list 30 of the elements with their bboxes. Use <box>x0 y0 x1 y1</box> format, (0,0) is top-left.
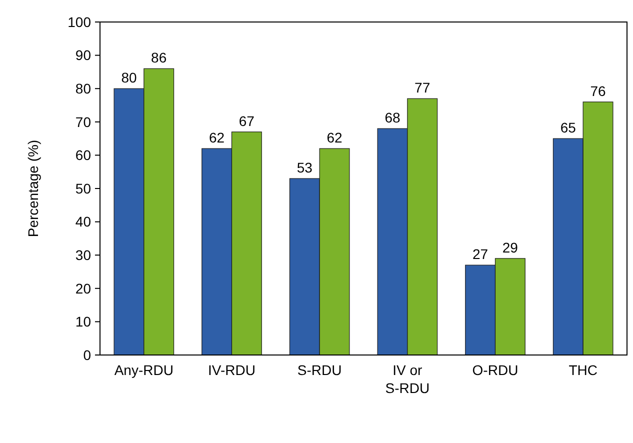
y-tick-label: 10 <box>75 314 92 330</box>
data-label: 29 <box>502 239 518 256</box>
data-label: 27 <box>472 246 488 262</box>
y-tick-label: 100 <box>68 14 92 30</box>
x-tick-label: IV-RDU <box>208 362 256 378</box>
y-tick-label: 80 <box>75 80 92 96</box>
data-label: 80 <box>121 70 137 86</box>
y-tick-label: 70 <box>75 114 92 130</box>
y-tick-label: 50 <box>75 180 92 196</box>
data-label: 86 <box>151 50 167 66</box>
y-tick-label: 90 <box>75 47 92 64</box>
y-axis-title: Percentage (%) <box>25 140 41 238</box>
x-tick-label: Any-RDU <box>114 362 174 378</box>
y-tick-label: 0 <box>83 346 92 363</box>
data-label: 68 <box>384 110 400 126</box>
x-tick-label: S-RDU <box>297 362 342 378</box>
data-label: 77 <box>414 80 430 96</box>
data-label: 76 <box>590 82 606 99</box>
x-tick-label: O-RDU <box>472 362 518 378</box>
data-label: 53 <box>296 160 313 176</box>
x-tick-label: THC <box>568 362 598 378</box>
data-label: 62 <box>209 130 225 146</box>
y-tick-label: 20 <box>75 280 92 296</box>
y-tick-label: 60 <box>75 147 92 164</box>
data-label: 67 <box>238 112 255 129</box>
data-label: 62 <box>326 130 343 146</box>
y-tick-label: 40 <box>75 214 92 230</box>
x-tick-label: IV or S-RDU <box>385 362 430 396</box>
data-label: 65 <box>560 120 576 136</box>
y-tick-label: 30 <box>75 247 92 263</box>
